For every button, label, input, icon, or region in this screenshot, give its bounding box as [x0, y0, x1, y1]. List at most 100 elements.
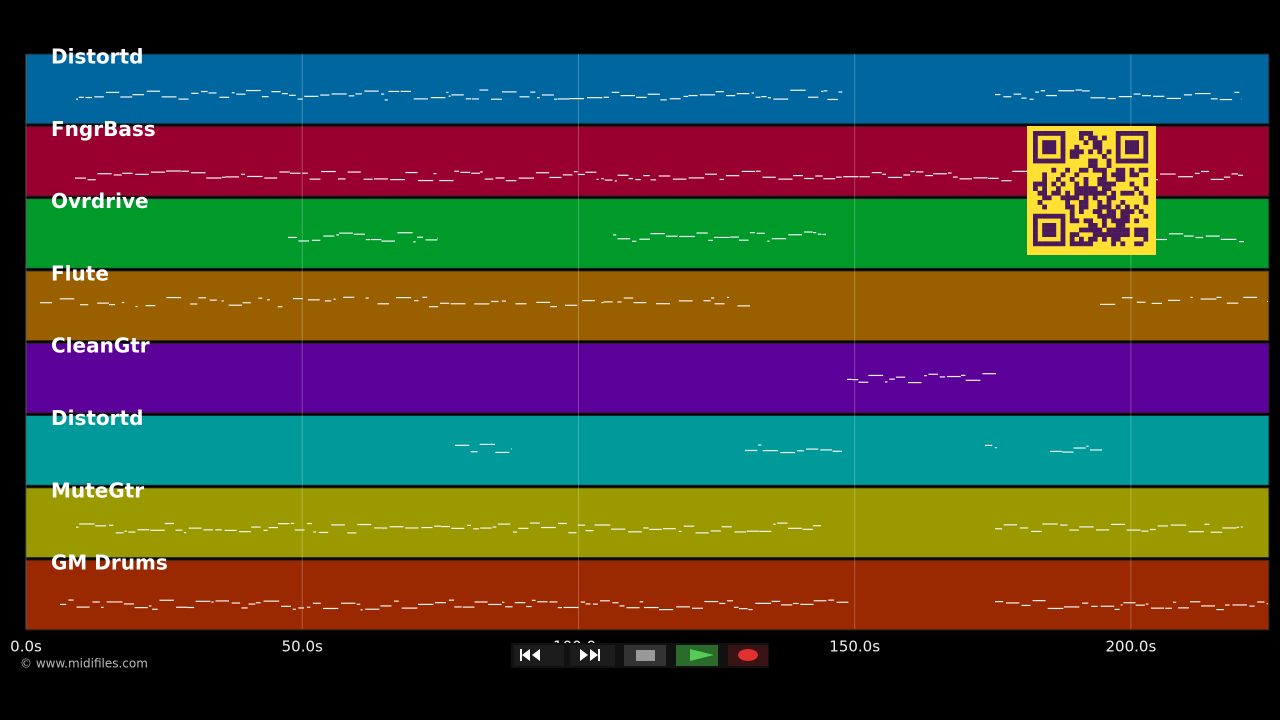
rewind-button[interactable] [514, 645, 564, 666]
qr-cell [1033, 223, 1038, 228]
qr-cell [1106, 158, 1112, 164]
qr-cell [1134, 241, 1139, 247]
qr-cell [1120, 131, 1126, 136]
qr-cell [1033, 218, 1038, 224]
qr-cell [1051, 158, 1057, 164]
qr-cell [1102, 236, 1107, 242]
qr-cell [1088, 223, 1093, 228]
qr-cell [1134, 140, 1139, 145]
qr-cell [1111, 218, 1116, 224]
qr-cell [1042, 149, 1047, 155]
qr-cell [1111, 209, 1116, 214]
qr-cell [1042, 195, 1047, 201]
qr-cell [1092, 135, 1098, 141]
qr-cell [1106, 186, 1112, 191]
qr-cell [1046, 232, 1052, 237]
qr-cell [1056, 131, 1061, 136]
qr-cell [1088, 241, 1093, 247]
qr-cell [1102, 204, 1107, 210]
qr-cell [1083, 218, 1089, 224]
qr-cell [1060, 227, 1066, 233]
qr-cell [1115, 172, 1121, 178]
qr-cell [1143, 167, 1149, 173]
qr-cell [1074, 218, 1080, 224]
track-band [25, 53, 1270, 125]
qr-cell [1115, 154, 1121, 159]
qr-cell [1037, 190, 1043, 196]
qr-cell [1033, 140, 1038, 145]
stop-button[interactable] [624, 645, 666, 666]
qr-cell [1120, 227, 1126, 233]
qr-cell [1079, 241, 1084, 247]
qr-cell [1120, 223, 1126, 228]
qr-cell [1125, 218, 1130, 224]
qr-cell [1033, 232, 1038, 237]
play-button[interactable] [676, 645, 718, 666]
qr-cell [1134, 227, 1139, 233]
qr-cell [1056, 190, 1061, 196]
qr-cell [1083, 241, 1089, 247]
qr-cell [1106, 209, 1112, 214]
qr-cell [1143, 232, 1149, 237]
qr-cell [1060, 213, 1066, 219]
track-band [25, 415, 1270, 486]
qr-cell [1079, 204, 1084, 210]
track-name: FngrBass [51, 117, 156, 141]
qr-cell [1079, 131, 1084, 136]
qr-cell [1111, 241, 1116, 247]
qr-cell [1042, 158, 1047, 164]
qr-cell [1033, 241, 1038, 247]
qr-cell [1083, 140, 1089, 145]
qr-cell [1102, 154, 1107, 159]
qr-cell [1115, 236, 1121, 242]
qr-cell [1042, 223, 1047, 228]
qr-cell [1143, 158, 1149, 164]
qr-cell [1143, 131, 1149, 136]
qr-cell [1060, 195, 1066, 201]
qr-cell [1056, 241, 1061, 247]
qr-cell [1115, 131, 1121, 136]
qr-cell [1120, 232, 1126, 237]
qr-cell [1106, 149, 1112, 155]
qr-cell [1143, 135, 1149, 141]
qr-cell [1125, 131, 1130, 136]
qr-cell [1134, 149, 1139, 155]
qr-cell [1115, 227, 1121, 233]
qr-cell [1042, 177, 1047, 182]
qr-cell [1046, 144, 1052, 150]
qr-cell [1042, 241, 1047, 247]
qr-cell [1051, 232, 1057, 237]
qr-cell [1125, 149, 1130, 155]
record-button[interactable] [728, 645, 768, 666]
qr-cell [1060, 181, 1066, 187]
qr-cell [1129, 131, 1135, 136]
qr-cell [1097, 213, 1103, 219]
qr-cell [1134, 186, 1139, 191]
qr-cell [1129, 209, 1135, 214]
qr-cell [1046, 223, 1052, 228]
qr-cell [1092, 209, 1098, 214]
qr-cell [1129, 172, 1135, 178]
qr-cell [1088, 158, 1093, 164]
qr-cell [1106, 213, 1112, 219]
tick-label: 150.0s [829, 638, 880, 656]
qr-cell [1097, 167, 1103, 173]
qr-cell [1060, 158, 1066, 164]
qr-cell [1051, 223, 1057, 228]
qr-cell [1046, 241, 1052, 247]
qr-cell [1083, 177, 1089, 182]
qr-cell [1134, 218, 1139, 224]
qr-cell [1125, 190, 1130, 196]
track-name: GM Drums [51, 551, 168, 575]
qr-cell [1125, 140, 1130, 145]
qr-cell [1083, 204, 1089, 210]
qr-cell [1056, 158, 1061, 164]
qr-cell [1120, 241, 1126, 247]
qr-cell [1088, 163, 1093, 168]
qr-cell [1102, 181, 1107, 187]
qr-cell [1083, 200, 1089, 205]
qr-cell [1051, 213, 1057, 219]
qr-cell [1120, 177, 1126, 182]
forward-button[interactable] [570, 645, 615, 666]
